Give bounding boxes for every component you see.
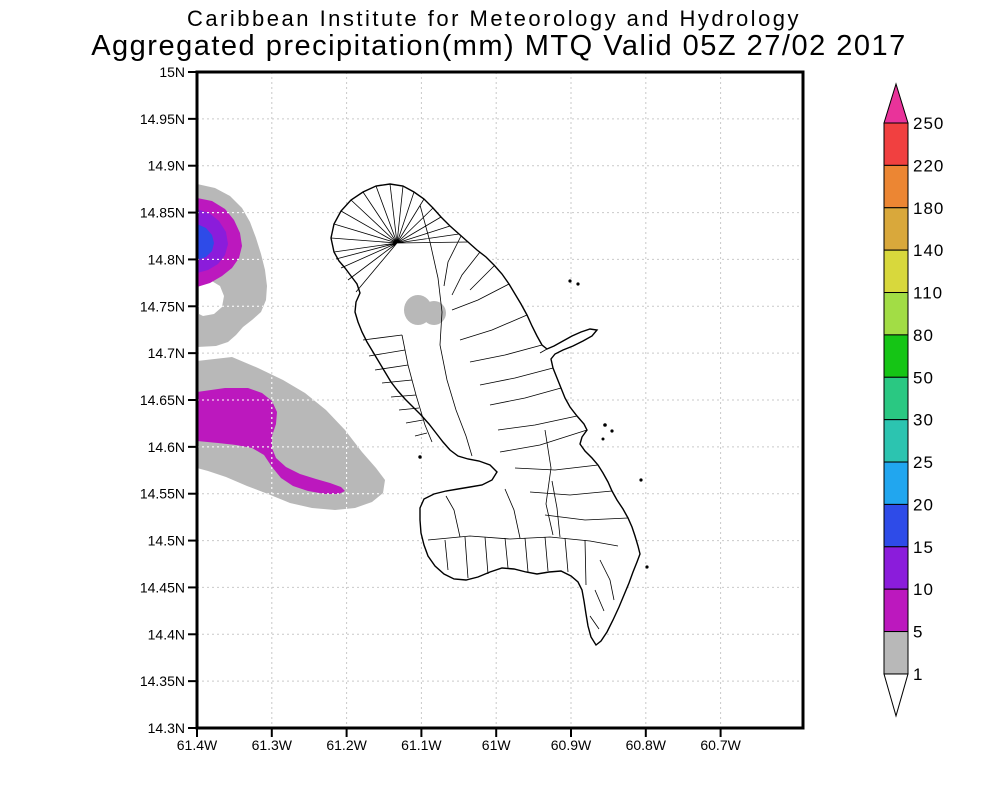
colorbar-segment (883, 164, 909, 209)
colorbar-segment (883, 461, 909, 505)
lat-tick-label: 14.5N (148, 533, 185, 549)
axis-ticks (188, 71, 722, 737)
lon-tick-label: 61W (482, 737, 512, 753)
colorbar-top-arrow (883, 82, 909, 124)
lat-tick-label: 14.7N (148, 345, 185, 361)
lon-tick-label: 61.4W (177, 737, 218, 753)
precip-cell-nw-15-20mm (197, 224, 214, 260)
colorbar-tick-label: 50 (913, 368, 934, 387)
colorbar-segment (883, 419, 909, 463)
lat-tick-label: 14.65N (140, 392, 185, 408)
lon-tick-label: 61.3W (252, 737, 293, 753)
colorbar-segment (883, 334, 909, 378)
colorbar-tick-label: 80 (913, 326, 934, 345)
lat-tick-label: 14.45N (140, 579, 185, 595)
colorbar-tick-label: 180 (913, 199, 944, 218)
lat-tick-label: 14.3N (148, 720, 185, 736)
colorbar-segment (883, 122, 909, 166)
lon-tick-label: 60.8W (626, 737, 667, 753)
lon-tick-label: 61.2W (326, 737, 367, 753)
colorbar-segment (883, 588, 909, 633)
precip-cell-w-5-10mm (197, 388, 345, 494)
precip-shading-layer (197, 184, 385, 510)
lon-tick-label: 61.1W (401, 737, 442, 753)
watershed-boundaries (330, 183, 629, 630)
lat-tick-label: 14.95N (140, 111, 185, 127)
colorbar-segment (883, 503, 909, 548)
colorbar-bottom-arrow (883, 673, 909, 718)
lat-tick-label: 14.9N (148, 158, 185, 174)
lat-tick-label: 14.4N (148, 626, 185, 642)
lat-tick-label: 15N (159, 64, 185, 80)
colorbar-segment (883, 376, 909, 421)
colorbar-segment (883, 207, 909, 251)
colorbar-segment (883, 292, 909, 336)
lat-tick-label: 14.6N (148, 439, 185, 455)
colorbar-tick-label: 15 (913, 538, 934, 557)
lon-tick-label: 60.7W (700, 737, 741, 753)
lat-tick-label: 14.8N (148, 251, 185, 267)
colorbar-tick-label: 20 (913, 495, 934, 514)
precip-cell-overland-1-5mm (404, 295, 446, 325)
lon-tick-label: 60.9W (551, 737, 592, 753)
colorbar-segment (883, 546, 909, 590)
colorbar-tick-label: 110 (913, 284, 943, 303)
colorbar-tick-label: 220 (913, 156, 944, 175)
lat-tick-label: 14.75N (140, 298, 185, 314)
island-martinique (330, 183, 641, 646)
colorbar: 250 220 180 140 110 80 50 30 25 20 15 10 5 1 (883, 82, 944, 718)
axis-labels: 15N 14.95N 14.9N 14.85N 14.8N 14.75N 14.7N 14.6… (140, 64, 742, 753)
colorbar-tick-label: 1 (913, 665, 923, 684)
colorbar-tick-label: 25 (913, 453, 934, 472)
colorbar-tick-label: 250 (913, 114, 944, 133)
lat-tick-label: 14.35N (140, 673, 185, 689)
island-landmass (331, 184, 640, 645)
colorbar-tick-label: 10 (913, 580, 934, 599)
colorbar-segment (883, 249, 909, 294)
colorbar-tick-label: 5 (913, 623, 923, 642)
page-title: Aggregated precipitation(mm) MTQ Valid 0… (91, 30, 907, 62)
colorbar-tick-label: 140 (913, 241, 944, 260)
lat-tick-label: 14.55N (140, 486, 185, 502)
islets (418, 279, 649, 569)
colorbar-segment (883, 631, 909, 675)
colorbar-tick-label: 30 (913, 411, 934, 430)
lat-tick-label: 14.85N (140, 205, 185, 221)
institute-title: Caribbean Institute for Meteorology and … (187, 6, 801, 31)
